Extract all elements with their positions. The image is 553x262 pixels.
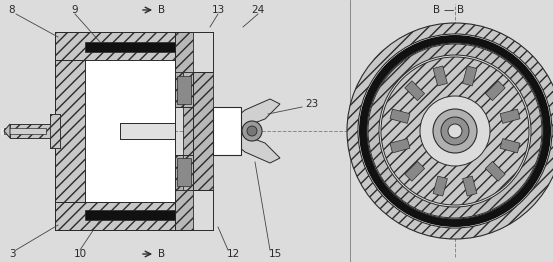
Bar: [177, 158, 191, 186]
Text: 13: 13: [211, 5, 225, 15]
Bar: [10, 124, 55, 138]
Bar: [85, 155, 175, 202]
Polygon shape: [228, 133, 280, 163]
Bar: [175, 190, 193, 230]
Circle shape: [420, 96, 490, 166]
Text: B: B: [159, 5, 165, 15]
Text: 15: 15: [268, 249, 281, 259]
Polygon shape: [405, 81, 425, 101]
Text: B: B: [434, 5, 441, 15]
Circle shape: [441, 117, 469, 145]
Polygon shape: [486, 161, 505, 181]
Text: 10: 10: [74, 249, 87, 259]
Circle shape: [433, 109, 477, 153]
Circle shape: [448, 124, 462, 138]
Polygon shape: [463, 66, 477, 86]
Text: 3: 3: [9, 249, 15, 259]
Text: 23: 23: [305, 99, 319, 109]
Polygon shape: [486, 81, 505, 101]
Bar: [175, 155, 193, 190]
Bar: [4, 128, 46, 134]
Polygon shape: [433, 66, 447, 86]
Circle shape: [367, 43, 543, 219]
Text: 24: 24: [252, 5, 265, 15]
Polygon shape: [228, 99, 280, 129]
Circle shape: [368, 44, 542, 218]
Text: 8: 8: [9, 5, 15, 15]
Text: —: —: [444, 5, 454, 15]
Polygon shape: [500, 109, 520, 123]
Bar: [213, 107, 241, 155]
Circle shape: [359, 35, 551, 227]
Polygon shape: [390, 109, 410, 123]
Bar: [85, 60, 175, 107]
Circle shape: [247, 126, 257, 136]
Bar: [85, 42, 175, 52]
Polygon shape: [463, 176, 477, 196]
Bar: [183, 72, 213, 190]
Polygon shape: [390, 139, 410, 153]
Bar: [55, 202, 175, 230]
Bar: [55, 40, 85, 222]
Bar: [85, 60, 175, 202]
Text: B: B: [159, 249, 165, 259]
Text: B: B: [457, 5, 465, 15]
Polygon shape: [405, 161, 425, 181]
Bar: [177, 76, 191, 104]
Bar: [50, 114, 60, 148]
Bar: [175, 32, 193, 72]
Bar: [55, 32, 175, 60]
Polygon shape: [4, 124, 10, 138]
Circle shape: [379, 55, 531, 207]
Circle shape: [242, 121, 262, 141]
Bar: [85, 210, 175, 220]
Text: 9: 9: [72, 5, 79, 15]
Circle shape: [381, 57, 529, 205]
Bar: [175, 72, 193, 107]
Polygon shape: [500, 139, 520, 153]
Text: 12: 12: [226, 249, 239, 259]
Circle shape: [358, 34, 552, 228]
Bar: [120, 123, 175, 139]
Circle shape: [347, 23, 553, 239]
Polygon shape: [433, 176, 447, 196]
